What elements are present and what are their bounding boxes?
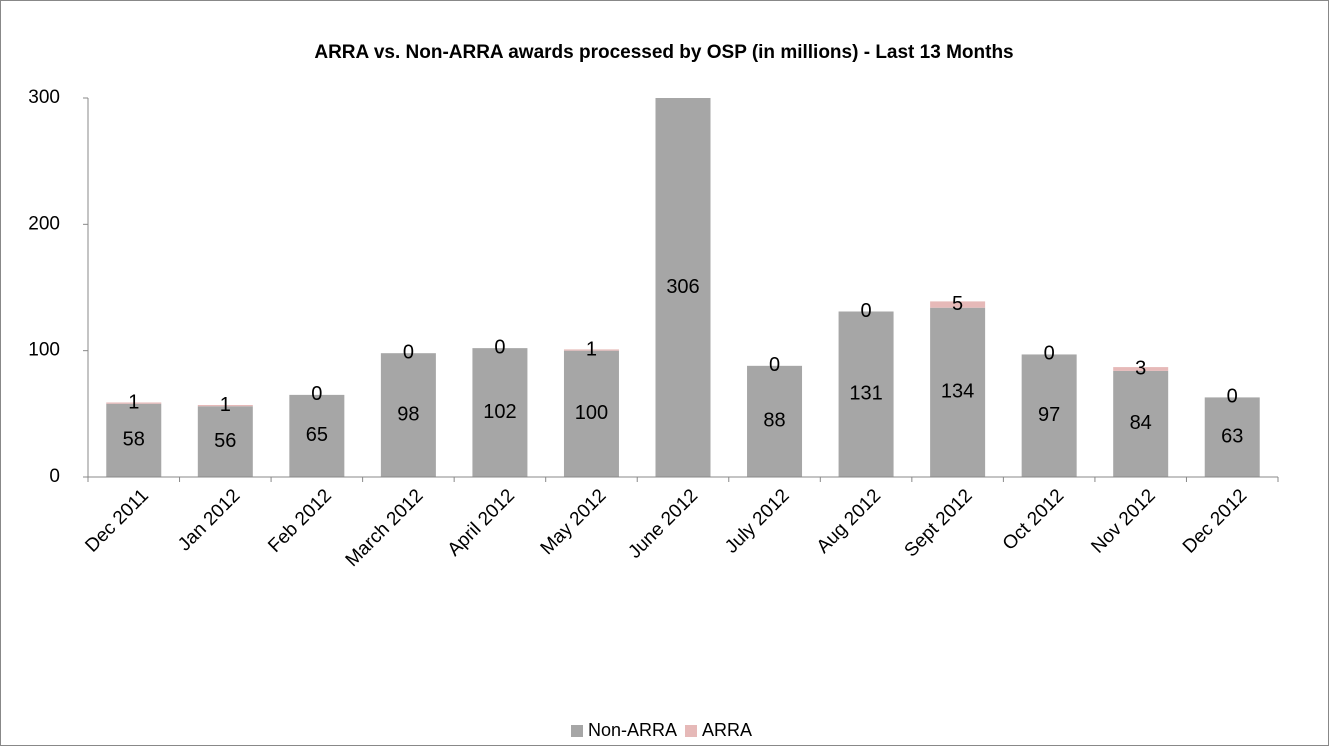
bar-segment xyxy=(1113,367,1169,371)
bar-segment xyxy=(472,348,528,477)
y-tick-label: 0 xyxy=(49,466,60,487)
data-label: 0 xyxy=(311,383,322,405)
legend-label: ARRA xyxy=(702,720,752,740)
data-label: 102 xyxy=(483,401,516,423)
legend-label: Non-ARRA xyxy=(588,720,677,740)
data-label: 134 xyxy=(941,381,974,403)
bar-segment xyxy=(106,402,162,404)
y-tick-label: 200 xyxy=(28,213,60,234)
chart-title: ARRA vs. Non-ARRA awards processed by OS… xyxy=(314,42,1013,63)
data-label: 0 xyxy=(1227,386,1238,408)
bar-segment xyxy=(106,403,162,477)
legend-swatch xyxy=(571,725,583,737)
y-tick-label: 300 xyxy=(28,87,60,108)
bar-segment xyxy=(1204,397,1260,477)
data-label: 3 xyxy=(1135,357,1146,379)
bar-segment xyxy=(289,394,345,477)
data-label: 100 xyxy=(575,402,608,424)
data-label: 0 xyxy=(494,336,505,358)
data-label: 306 xyxy=(666,276,699,298)
bar-segment xyxy=(197,406,253,477)
data-label: 0 xyxy=(1044,343,1055,365)
bar-segment xyxy=(1021,354,1077,477)
data-label: 63 xyxy=(1221,425,1243,447)
data-label: 0 xyxy=(861,300,872,322)
data-label: 58 xyxy=(123,429,145,451)
data-label: 88 xyxy=(763,410,785,432)
data-label: 98 xyxy=(397,403,419,425)
bar-segment xyxy=(747,365,803,477)
y-tick-label: 100 xyxy=(28,340,60,361)
data-label: 5 xyxy=(952,293,963,315)
bar-segment xyxy=(197,404,253,407)
plot xyxy=(106,98,1260,477)
data-label: 65 xyxy=(306,424,328,446)
bar-segment xyxy=(655,98,711,477)
data-label: 1 xyxy=(586,338,597,360)
bar-segment xyxy=(1113,370,1169,477)
data-label: 131 xyxy=(849,383,882,405)
bar-segment xyxy=(563,349,619,351)
bar-segment xyxy=(380,353,436,477)
data-label: 97 xyxy=(1038,404,1060,426)
data-label: 0 xyxy=(769,354,780,376)
data-label: 56 xyxy=(214,430,236,452)
data-label: 84 xyxy=(1130,412,1152,434)
data-label: 1 xyxy=(128,391,139,413)
data-label: 0 xyxy=(403,341,414,363)
legend-swatch xyxy=(685,725,697,737)
data-label: 1 xyxy=(220,394,231,416)
bar-segment xyxy=(563,350,619,477)
bar-segment xyxy=(838,311,894,477)
bar-segment xyxy=(930,307,986,477)
bar-segment xyxy=(930,301,986,308)
